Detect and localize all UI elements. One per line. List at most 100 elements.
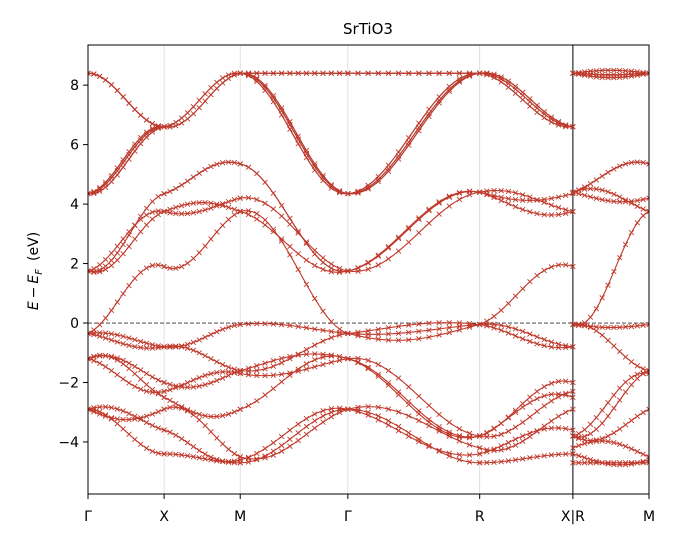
wannier-marker — [126, 365, 132, 372]
wannier-marker — [178, 384, 185, 390]
wannier-markers-0-12 — [88, 123, 167, 197]
wannier-marker — [345, 355, 351, 362]
wannier-marker — [628, 374, 635, 381]
wannier-marker — [178, 263, 185, 270]
wannier-marker — [599, 67, 605, 74]
wannier-band-5-4 — [572, 372, 649, 437]
wannier-marker — [102, 330, 109, 336]
wannier-marker — [149, 198, 156, 205]
wannier-band-1-7 — [164, 323, 241, 348]
wannier-marker — [593, 426, 600, 432]
wannier-marker — [640, 451, 646, 457]
wannier-marker — [605, 399, 611, 406]
wannier-marker — [196, 170, 202, 176]
wannier-marker — [270, 385, 277, 392]
wannier-marker — [599, 196, 605, 203]
wannier-marker — [126, 410, 132, 417]
wannier-marker — [328, 318, 335, 325]
wannier-marker — [155, 450, 161, 456]
wannier-marker — [295, 437, 301, 444]
wannier-marker — [541, 403, 547, 409]
wannier-marker — [505, 428, 512, 434]
wannier-marker — [548, 398, 555, 404]
wannier-marker — [599, 324, 605, 331]
wannier-marker — [312, 161, 318, 167]
wannier-marker — [149, 341, 156, 348]
wannier-marker — [617, 199, 623, 205]
wannier-marker — [202, 98, 208, 104]
wannier-marker — [512, 190, 519, 196]
wannier-marker — [120, 241, 126, 248]
wannier-marker — [320, 327, 326, 334]
wannier-marker — [541, 342, 547, 349]
wannier-marker — [91, 354, 97, 360]
wannier-marker — [149, 209, 156, 215]
wannier-marker — [385, 256, 392, 262]
wannier-marker — [143, 413, 150, 419]
wannier-marker — [505, 195, 512, 202]
wannier-marker — [225, 198, 232, 205]
wannier-marker — [563, 451, 569, 457]
wannier-marker — [617, 348, 623, 355]
wannier-marker — [214, 413, 220, 420]
wannier-marker — [155, 425, 161, 431]
wannier-marker — [108, 415, 115, 421]
wannier-marker — [328, 183, 335, 189]
wannier-marker — [634, 460, 641, 466]
wannier-marker — [295, 266, 301, 273]
wannier-marker — [114, 355, 120, 361]
wannier-marker — [254, 372, 260, 379]
wannier-marker — [548, 116, 555, 122]
wannier-marker — [605, 197, 611, 204]
wannier-marker — [505, 445, 512, 451]
wannier-band-3-8 — [347, 323, 480, 341]
wannier-marker — [91, 189, 97, 196]
wannier-marker — [184, 379, 191, 386]
wannier-marker — [476, 189, 483, 195]
wannier-marker — [498, 187, 504, 194]
wannier-marker — [262, 392, 268, 398]
wannier-marker — [102, 353, 109, 359]
wannier-marker — [278, 433, 285, 440]
wannier-marker — [328, 359, 335, 366]
wannier-marker — [345, 406, 351, 412]
wannier-marker — [385, 166, 392, 172]
wannier-marker — [611, 439, 617, 446]
wannier-marker — [202, 207, 208, 213]
wannier-marker — [270, 440, 277, 446]
wannier-marker — [646, 367, 649, 374]
wannier-marker — [476, 451, 483, 457]
y-tick-label: 0 — [70, 316, 79, 332]
wannier-marker — [245, 70, 252, 76]
wannier-marker — [196, 249, 202, 256]
wannier-marker — [102, 179, 109, 186]
wannier-markers-0-11 — [88, 190, 167, 275]
wannier-marker — [214, 161, 220, 167]
wannier-marker — [270, 206, 277, 212]
wannier-marker — [395, 234, 402, 240]
wannier-marker — [320, 351, 326, 358]
wannier-marker — [634, 71, 641, 77]
wannier-marker — [126, 335, 132, 341]
wannier-marker — [96, 73, 103, 80]
wannier-marker — [303, 415, 310, 422]
wannier-marker — [208, 163, 214, 170]
wannier-marker — [102, 77, 109, 83]
wannier-marker — [161, 394, 167, 401]
wannier-marker — [219, 326, 226, 333]
wannier-marker — [416, 230, 422, 236]
wannier-marker — [416, 216, 422, 223]
wannier-marker — [184, 384, 191, 390]
wannier-marker — [295, 351, 301, 357]
wannier-marker — [570, 124, 576, 130]
wannier-marker — [640, 196, 646, 203]
wannier-marker — [563, 122, 569, 129]
wannier-band-5-5 — [572, 370, 649, 438]
wannier-marker — [336, 409, 343, 416]
wannier-marker — [320, 413, 326, 419]
wannier-marker — [498, 420, 504, 427]
wannier-marker — [120, 426, 126, 432]
wannier-marker — [634, 220, 641, 226]
wannier-marker — [534, 408, 540, 415]
wannier-marker — [498, 76, 504, 82]
